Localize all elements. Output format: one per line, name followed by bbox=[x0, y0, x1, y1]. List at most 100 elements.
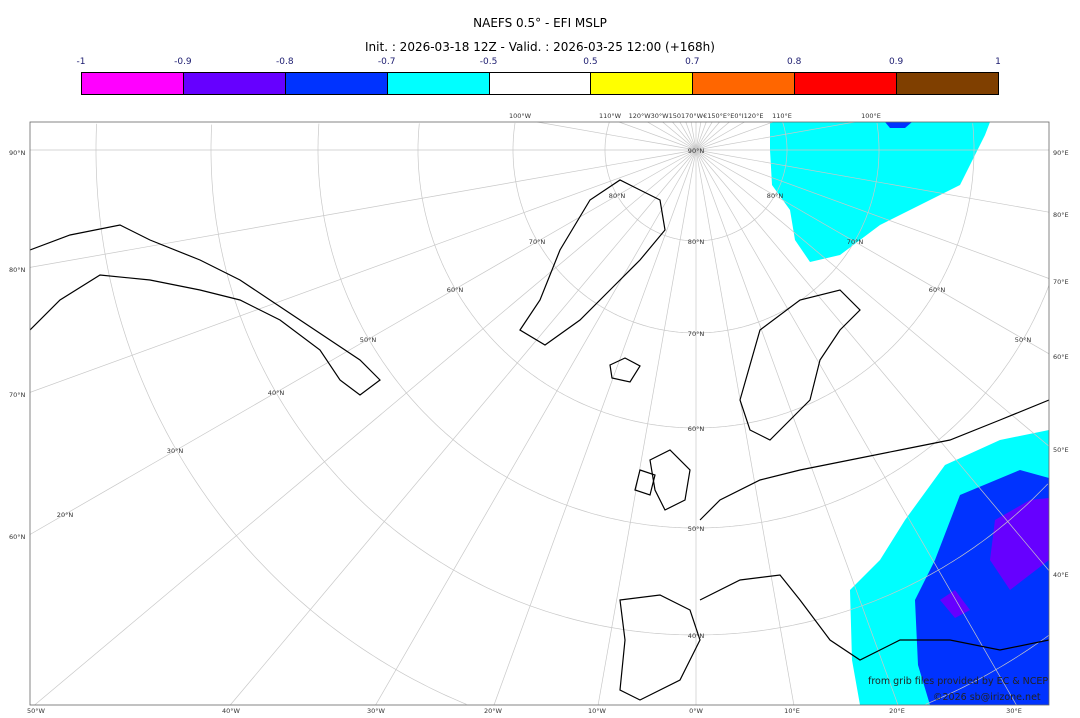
graticule-label: 30°N bbox=[166, 447, 184, 455]
colorbar-tick-label: -0.5 bbox=[479, 57, 498, 67]
meridian-line bbox=[662, 122, 697, 151]
colorbar-tick-label: -0.7 bbox=[377, 57, 396, 67]
colorbar-tick-label: -0.9 bbox=[174, 57, 192, 67]
graticule-label: 0°W bbox=[689, 707, 703, 715]
meridian-line bbox=[537, 122, 697, 151]
colorbar-tick-label: 0.9 bbox=[888, 57, 904, 67]
graticule-label: 40°N bbox=[267, 389, 285, 397]
copyright-credit: ©2026 sb@irizone.net bbox=[933, 692, 1041, 703]
graticule-label: 20°W bbox=[484, 707, 502, 715]
efi-area-purple-south bbox=[990, 498, 1049, 590]
graticule-label: 60°E bbox=[1053, 353, 1069, 361]
meridian-line bbox=[30, 149, 697, 393]
parallel-line bbox=[317, 123, 696, 529]
meridian-line bbox=[30, 149, 697, 535]
graticule-label: 70°N bbox=[846, 238, 864, 246]
parallel-line bbox=[925, 635, 1049, 705]
colorbar-tick-label: 0.8 bbox=[787, 57, 802, 67]
meridian-line bbox=[493, 149, 697, 705]
parallel-line bbox=[604, 122, 696, 242]
colorbar-tick-label: -1 bbox=[76, 57, 86, 67]
parallel-line bbox=[696, 123, 975, 429]
meridian-line bbox=[597, 149, 697, 705]
meridian-line bbox=[695, 149, 1017, 705]
colorbar-segment bbox=[896, 72, 999, 95]
graticule-label: 70°N bbox=[687, 330, 705, 338]
parallel-line bbox=[210, 124, 696, 636]
efi-area-blue-north bbox=[885, 122, 912, 128]
meridian-line bbox=[695, 149, 795, 705]
meridian-line bbox=[375, 149, 697, 705]
meridian-line bbox=[695, 149, 1049, 279]
meridian-line bbox=[695, 122, 855, 151]
meridian-line bbox=[695, 122, 713, 151]
coastlines bbox=[30, 179, 1049, 701]
parallel-line bbox=[696, 122, 788, 242]
graticule-label: 50°N bbox=[687, 525, 705, 533]
meridian-line bbox=[695, 122, 745, 151]
graticule-label: 60°N bbox=[446, 286, 464, 294]
efi-shading bbox=[770, 122, 1049, 705]
efi-area-cyan-north bbox=[770, 122, 990, 262]
map-subtitle: Init. : 2026-03-18 12Z - Valid. : 2026-0… bbox=[365, 40, 715, 54]
graticule-label: 90°E bbox=[1053, 149, 1069, 157]
graticule-label: 10°W bbox=[588, 707, 606, 715]
meridian-line bbox=[695, 122, 730, 151]
parallel-line bbox=[696, 122, 880, 334]
meridian-line bbox=[695, 149, 1049, 571]
parallel-line bbox=[417, 123, 696, 429]
graticule-label: 40°E bbox=[1053, 571, 1069, 579]
meridian-line bbox=[618, 122, 697, 151]
meridian-line bbox=[695, 149, 1049, 355]
graticule-label: 100°W bbox=[508, 112, 532, 120]
map-frame bbox=[29, 121, 1050, 706]
graticule-label: 60°N bbox=[9, 533, 26, 541]
graticule-label: 30°E bbox=[1006, 707, 1022, 715]
graticule-label: 40°N bbox=[687, 632, 705, 640]
meridian-line bbox=[695, 122, 702, 151]
meridian-line bbox=[647, 122, 697, 151]
meridian-line bbox=[230, 149, 697, 705]
graticule-label: 60°N bbox=[687, 425, 705, 433]
graticule-label: 110°E bbox=[772, 112, 792, 120]
meridian-line bbox=[30, 149, 697, 268]
parallel-line bbox=[696, 285, 1049, 529]
meridian-line bbox=[695, 149, 1049, 447]
graticule-label: 80°E bbox=[1053, 211, 1069, 219]
graticule-label: 50°N bbox=[1014, 336, 1032, 344]
graticule-label: 120°W30°W150170°W€150°E°E0°I120°E bbox=[628, 112, 764, 120]
graticule-label: 20°E bbox=[889, 707, 905, 715]
graticule-label: 50°N bbox=[359, 336, 377, 344]
graticule-label: 70°N bbox=[9, 391, 26, 399]
meridian-line bbox=[695, 149, 899, 705]
meridian-line bbox=[679, 122, 697, 151]
meridian-line bbox=[672, 122, 697, 151]
meridian-line bbox=[695, 122, 720, 151]
map-title: NAEFS 0.5° - EFI MSLP bbox=[473, 16, 607, 30]
graticule-label: 80°N bbox=[687, 238, 705, 246]
parallel-line bbox=[95, 123, 467, 705]
graticule bbox=[30, 122, 1049, 705]
parallel-line bbox=[512, 122, 696, 334]
meridian-line bbox=[34, 149, 697, 705]
graticule-label: 80°N bbox=[9, 266, 26, 274]
meridian-line bbox=[695, 122, 707, 151]
graticule-label: 80°N bbox=[608, 192, 626, 200]
graticule-label: 70°E bbox=[1053, 278, 1069, 286]
graticule-label: 10°E bbox=[784, 707, 800, 715]
graticule-label: 60°N bbox=[928, 286, 946, 294]
graticule-label: 90°N bbox=[687, 147, 705, 155]
colorbar-tick-label: 0.5 bbox=[583, 57, 598, 67]
graticule-label: 30°W bbox=[367, 707, 385, 715]
graticule-label: 70°N bbox=[528, 238, 546, 246]
meridian-line bbox=[685, 122, 697, 151]
graticule-label: 40°W bbox=[222, 707, 240, 715]
graticule-label: 50°W bbox=[27, 707, 45, 715]
meridian-line bbox=[695, 122, 774, 151]
graticule-label: 90°N bbox=[9, 149, 26, 157]
graticule-label: 100°E bbox=[861, 112, 881, 120]
colorbar-tick-label: 1 bbox=[995, 57, 1001, 67]
source-credit: from grib files provided by EC & NCEP bbox=[868, 676, 1049, 687]
graticule-label: 20°N bbox=[56, 511, 74, 519]
